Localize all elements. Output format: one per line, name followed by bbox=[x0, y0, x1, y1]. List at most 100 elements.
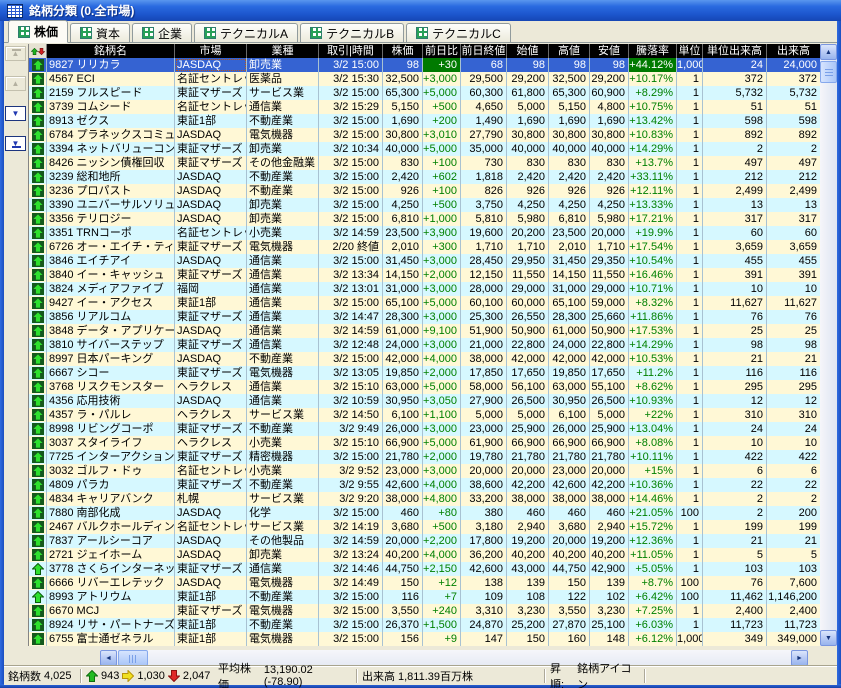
table-row[interactable]: 8997 日本パーキング JASDAQ 不動産業 3/2 15:00 42,000 +4,… bbox=[29, 352, 821, 366]
cell-unit: 1 bbox=[677, 310, 703, 324]
table-row[interactable]: 7725 インターアクション 東証マザーズ 精密機器 3/2 15:00 21,780 +… bbox=[29, 450, 821, 464]
cell-name: 3239 総和地所 bbox=[47, 170, 175, 184]
cell-unit: 1 bbox=[677, 394, 703, 408]
table-row[interactable]: 4809 パラカ 東証マザーズ 不動産業 3/2 9:55 42,600 +4,000 38… bbox=[29, 478, 821, 492]
table-row[interactable]: 4356 応用技術 JASDAQ 通信業 3/2 10:59 30,950 +3,050 2… bbox=[29, 394, 821, 408]
cell-price: 6,100 bbox=[383, 408, 423, 422]
column-header-name[interactable]: 銘柄名 bbox=[47, 44, 175, 58]
scrollbar-down-arrow-icon[interactable]: ▼ bbox=[820, 630, 837, 646]
column-header-pct[interactable]: 騰落率 bbox=[629, 44, 677, 58]
table-row[interactable]: 8998 リビングコーポ 東証マザーズ 不動産業 3/2 9:49 26,000 +3,0… bbox=[29, 422, 821, 436]
scrollbar-up-arrow-icon[interactable]: ▲ bbox=[820, 44, 837, 60]
table-row[interactable]: 3236 プロパスト JASDAQ 不動産業 3/2 15:00 926 +100 826 9… bbox=[29, 184, 821, 198]
column-header-volume[interactable]: 出来高 bbox=[767, 44, 821, 58]
vertical-scrollbar[interactable]: ▲ ▼ bbox=[820, 44, 837, 646]
table-row[interactable]: 3739 コムシード名証セントレック通信業3/2 15:295,150+5004… bbox=[29, 100, 821, 114]
vertical-scrollbar-thumb[interactable] bbox=[820, 61, 837, 83]
table-row[interactable]: 2721 ジェイホーム JASDAQ 卸売業 3/2 13:24 40,200 +4,00… bbox=[29, 548, 821, 562]
cell-open: 22,800 bbox=[507, 338, 549, 352]
cell-industry: 小売業 bbox=[247, 464, 319, 478]
table-row[interactable]: 8426 ニッシン債権回収 東証マザーズ その他金融業 3/2 15:00 830 +10… bbox=[29, 156, 821, 170]
up-arrow-tile-icon bbox=[29, 506, 47, 520]
cell-low: 66,900 bbox=[590, 436, 629, 450]
cell-low: 1,710 bbox=[590, 240, 629, 254]
table-row[interactable]: 8993 アトリウム 東証1部 不動産業 3/2 15:00 116 +7 109 108 12… bbox=[29, 590, 821, 604]
table-row[interactable]: 3848 データ・アプリケーシ JASDAQ 通信業 3/2 14:59 61,000 +… bbox=[29, 324, 821, 338]
table-row[interactable]: 4357 ラ・パルレ ヘラクレス サービス業 3/2 14:50 6,100 +1,100… bbox=[29, 408, 821, 422]
scrollbar-right-arrow-icon[interactable]: ► bbox=[791, 650, 808, 666]
scrollbar-left-arrow-icon[interactable]: ◄ bbox=[100, 650, 117, 666]
column-header-market[interactable]: 市場 bbox=[175, 44, 247, 58]
cell-change: +4,800 bbox=[423, 492, 461, 506]
scroll-down-button[interactable]: ▼ bbox=[5, 106, 26, 121]
tab-テクニカルC[interactable]: テクニカルC bbox=[406, 23, 511, 42]
column-header-price[interactable]: 株価 bbox=[383, 44, 423, 58]
table-row[interactable]: 3824 メディアファイブ 福岡 通信業 3/2 13:01 31,000 +3,000 2… bbox=[29, 282, 821, 296]
table-row[interactable]: 2467 バルクホールディング名証セントレックサービス業3/2 14:193,6… bbox=[29, 520, 821, 534]
table-row[interactable]: 2159 フルスピード 東証マザーズ サービス業 3/2 15:00 65,300 +5,… bbox=[29, 86, 821, 100]
column-header-prev_close[interactable]: 前日終値 bbox=[461, 44, 507, 58]
up-triangle-icon: ▲ bbox=[11, 48, 20, 58]
scroll-up-button[interactable]: ▲ bbox=[5, 76, 26, 91]
column-header-time[interactable]: 取引|時間 bbox=[319, 44, 383, 58]
cell-change: +2,000 bbox=[423, 366, 461, 380]
horizontal-scrollbar-thumb[interactable] bbox=[118, 650, 148, 666]
table-row[interactable]: 6755 富士通ゼネラル 東証1部 電気機器 3/2 15:00 156 +9 147 150… bbox=[29, 632, 821, 646]
cell-volume: 10 bbox=[767, 436, 821, 450]
table-row[interactable]: 3856 リアルコム 東証マザーズ 通信業 3/2 14:47 28,300 +3,000… bbox=[29, 310, 821, 324]
cell-unit_volume: 310 bbox=[703, 408, 767, 422]
column-header-high[interactable]: 高値 bbox=[549, 44, 590, 58]
cell-price: 460 bbox=[383, 506, 423, 520]
table-row[interactable]: 3356 テリロジー JASDAQ 卸売業 3/2 15:00 6,810 +1,000 5… bbox=[29, 212, 821, 226]
table-row[interactable]: 3768 リスクモンスター ヘラクレス 通信業 3/2 15:10 63,000 +5,0… bbox=[29, 380, 821, 394]
cell-volume: 10 bbox=[767, 282, 821, 296]
flat-count: 1,030 bbox=[137, 670, 165, 682]
cell-volume: 349,000 bbox=[767, 632, 821, 646]
column-header-unit[interactable]: 単位 bbox=[677, 44, 703, 58]
tab-株価[interactable]: 株価 bbox=[8, 20, 69, 43]
horizontal-scrollbar[interactable]: ◄ ► bbox=[100, 650, 808, 666]
column-header-industry[interactable]: 業種 bbox=[247, 44, 319, 58]
cell-open: 26,550 bbox=[507, 310, 549, 324]
table-row[interactable]: 9827 リリカラ JASDAQ 卸売業 3/2 15:00 98 +30 68 98 98 98… bbox=[29, 58, 821, 72]
table-row[interactable]: 3390 ユニバーサルソリュー JASDAQ 卸売業 3/2 15:00 4,250 +5… bbox=[29, 198, 821, 212]
table-row[interactable]: 3810 サイバーステップ 東証マザーズ 通信業 3/2 12:48 24,000 +3,… bbox=[29, 338, 821, 352]
table-row[interactable]: 8924 リサ・パートナーズ 東証1部 不動産業 3/2 15:00 26,370 +1,… bbox=[29, 618, 821, 632]
tab-資本[interactable]: 資本 bbox=[70, 23, 131, 42]
table-row[interactable]: 3351 TRNコーポ名証セントレック小売業3/2 14:5923,500+3,… bbox=[29, 226, 821, 240]
cell-high: 6,810 bbox=[549, 212, 590, 226]
table-row[interactable]: 3032 ゴルフ・ドゥ名証セントレック小売業3/2 9:5223,000+3,0… bbox=[29, 464, 821, 478]
column-header-open[interactable]: 始値 bbox=[507, 44, 549, 58]
table-row[interactable]: 3394 ネットバリューコンポ 東証マザーズ 卸売業 3/2 10:34 40,000 +… bbox=[29, 142, 821, 156]
scroll-to-top-button[interactable]: ▲ bbox=[5, 46, 26, 61]
table-row[interactable]: 6666 リバーエレテック JASDAQ 電気機器 3/2 14:49 150 +12 13… bbox=[29, 576, 821, 590]
column-header-change[interactable]: 前日比 bbox=[423, 44, 461, 58]
table-row[interactable]: 7837 アールシーコア JASDAQ その他製品 3/2 14:59 20,000 +2… bbox=[29, 534, 821, 548]
table-row[interactable]: 6670 MCJ 東証マザーズ 電気機器 3/2 15:00 3,550 +240 3,31… bbox=[29, 604, 821, 618]
cell-change: +3,000 bbox=[423, 338, 461, 352]
cell-time: 3/2 15:00 bbox=[319, 128, 383, 142]
table-row[interactable]: 8913 ゼクス 東証1部 不動産業 3/2 15:00 1,690 +200 1,490 1… bbox=[29, 114, 821, 128]
table-row[interactable]: 6784 プラネックスコミュニ JASDAQ 電気機器 3/2 15:00 30,800… bbox=[29, 128, 821, 142]
table-row[interactable]: 9427 イー・アクセス 東証1部 通信業 3/2 15:00 65,100 +5,000… bbox=[29, 296, 821, 310]
scroll-to-bottom-button[interactable]: ▼ bbox=[5, 136, 26, 151]
table-row[interactable]: 3239 総和地所 JASDAQ 不動産業 3/2 15:00 2,420 +602 1,8… bbox=[29, 170, 821, 184]
tab-テクニカルA[interactable]: テクニカルA bbox=[194, 23, 299, 42]
table-row[interactable]: 3037 スタイライフ ヘラクレス 小売業 3/2 15:10 66,900 +5,000… bbox=[29, 436, 821, 450]
table-row[interactable]: 3778 さくらインターネット 東証マザーズ 通信業 3/2 14:46 44,750 +… bbox=[29, 562, 821, 576]
tab-テクニカルB[interactable]: テクニカルB bbox=[300, 23, 405, 42]
table-row[interactable]: 4567 ECI名証セントレック医薬品3/2 15:3032,500+3,000… bbox=[29, 72, 821, 86]
table-row[interactable]: 7880 南部化成 JASDAQ 化学 3/2 15:00 460 +80 380 460 46… bbox=[29, 506, 821, 520]
cell-time: 3/2 15:00 bbox=[319, 632, 383, 646]
column-header-low[interactable]: 安値 bbox=[590, 44, 629, 58]
tab-企業[interactable]: 企業 bbox=[132, 23, 193, 42]
column-header-unit_volume[interactable]: 単位出来高 bbox=[703, 44, 767, 58]
cell-open: 139 bbox=[507, 576, 549, 590]
sort-up-down-icon[interactable] bbox=[29, 44, 47, 58]
cell-name: 7725 インターアクション bbox=[49, 450, 175, 464]
table-row[interactable]: 3846 エイチアイ JASDAQ 通信業 3/2 15:00 31,450 +3,000… bbox=[29, 254, 821, 268]
table-row[interactable]: 6667 シコー 東証マザーズ 電気機器 3/2 13:05 19,850 +2,000 1… bbox=[29, 366, 821, 380]
table-row[interactable]: 3840 イー・キャッシュ 東証マザーズ 通信業 3/2 13:34 14,150 +2,… bbox=[29, 268, 821, 282]
table-row[interactable]: 6726 オー・エイチ・ティー 東証マザーズ 電気機器 2/20 終値 2,010 +30… bbox=[29, 240, 821, 254]
table-row[interactable]: 4834 キャリアバンク 札幌 サービス業 3/2 9:20 38,000 +4,800 3… bbox=[29, 492, 821, 506]
